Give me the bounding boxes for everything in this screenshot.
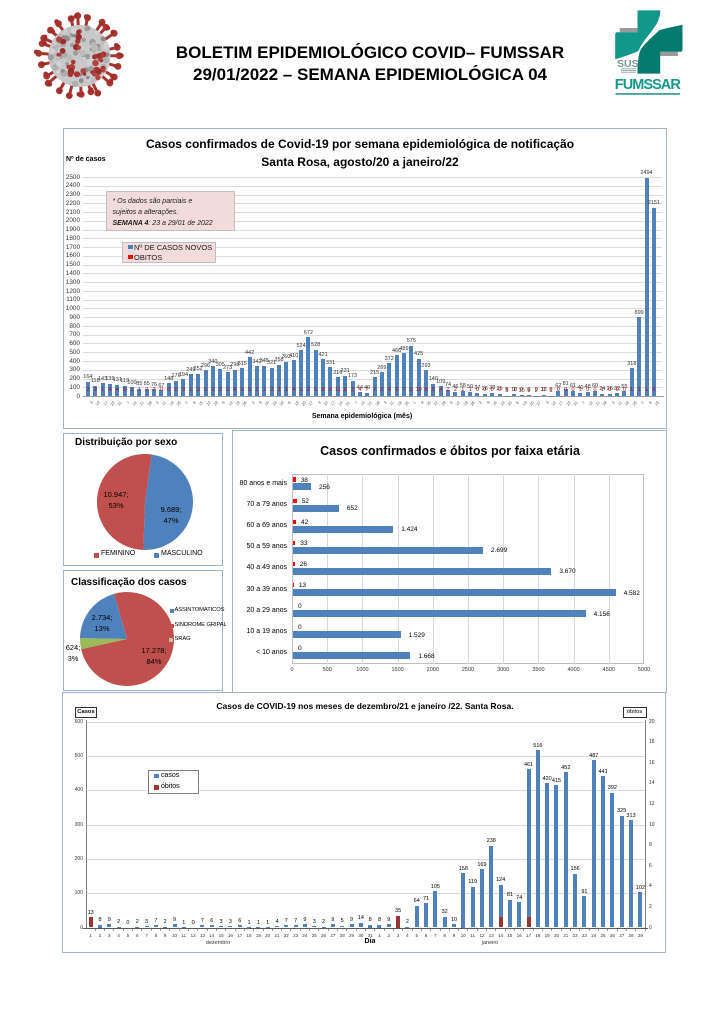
svg-text:FUMSSAR: FUMSSAR — [615, 77, 682, 93]
svg-text:SUS: SUS — [617, 58, 639, 70]
